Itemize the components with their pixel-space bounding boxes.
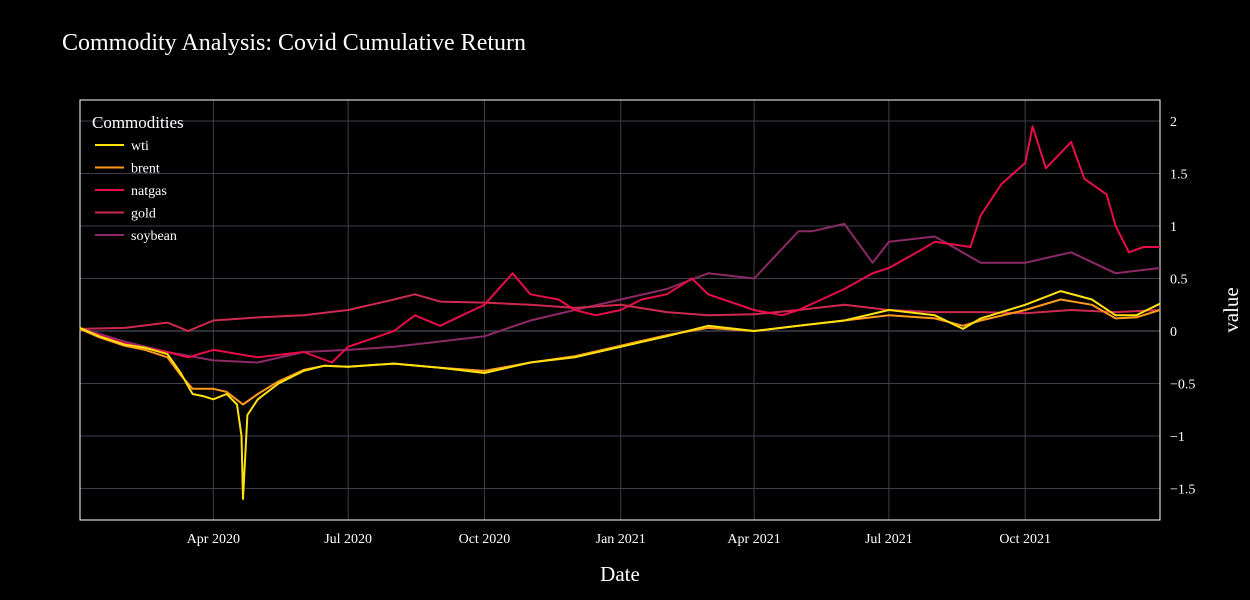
legend-item-natgas[interactable]: natgas (95, 184, 167, 199)
legend-label: soybean (131, 229, 177, 244)
series-line-wti (79, 290, 1161, 500)
x-tick-label: Oct 2021 (999, 532, 1051, 547)
legend-item-wti[interactable]: wti (95, 139, 149, 154)
legend-items: wti brent natgas gold soybean (95, 139, 177, 244)
series-lines (79, 125, 1161, 500)
legend-label: natgas (131, 184, 167, 199)
y-tick-label: 0 (1170, 325, 1177, 340)
y-tick-label: 1.5 (1170, 168, 1188, 183)
series-line-natgas (79, 125, 1160, 364)
series-line-brent (79, 298, 1161, 406)
legend-label: gold (131, 207, 156, 222)
x-axis-ticks: Apr 2020 Jul 2020 Oct 2020 Jan 2021 Apr 2021… (187, 532, 1051, 547)
y-tick-label: 0.5 (1170, 273, 1188, 288)
y-tick-label: −1.5 (1170, 483, 1195, 498)
x-tick-label: Jul 2021 (865, 532, 913, 547)
x-tick-label: Apr 2020 (187, 532, 240, 547)
legend-label: wti (131, 139, 149, 154)
x-tick-label: Oct 2020 (459, 532, 511, 547)
grid-lines (80, 100, 1160, 520)
x-tick-label: Jul 2020 (324, 532, 372, 547)
legend-item-brent[interactable]: brent (95, 162, 160, 177)
y-tick-label: −0.5 (1170, 378, 1195, 393)
legend-label: brent (131, 162, 160, 177)
legend-item-gold[interactable]: gold (95, 207, 156, 222)
chart-title: Commodity Analysis: Covid Cumulative Ret… (62, 30, 526, 56)
y-tick-label: −1 (1170, 430, 1185, 445)
series-line-gold (79, 293, 1161, 332)
legend-title: Commodities (92, 113, 184, 132)
x-tick-label: Apr 2021 (727, 532, 780, 547)
legend-item-soybean[interactable]: soybean (95, 229, 177, 244)
x-axis-title: Date (600, 562, 640, 586)
y-axis-ticks: 2 1.5 1 0.5 0 −0.5 −1 −1.5 (1170, 115, 1195, 498)
y-tick-label: 2 (1170, 115, 1177, 130)
legend: Commodities wti brent natgas gold soybean (92, 113, 184, 244)
y-axis-title: value (1219, 287, 1243, 332)
y-tick-label: 1 (1170, 220, 1177, 235)
series-line-soybean (79, 222, 1161, 364)
x-tick-label: Jan 2021 (596, 532, 646, 547)
